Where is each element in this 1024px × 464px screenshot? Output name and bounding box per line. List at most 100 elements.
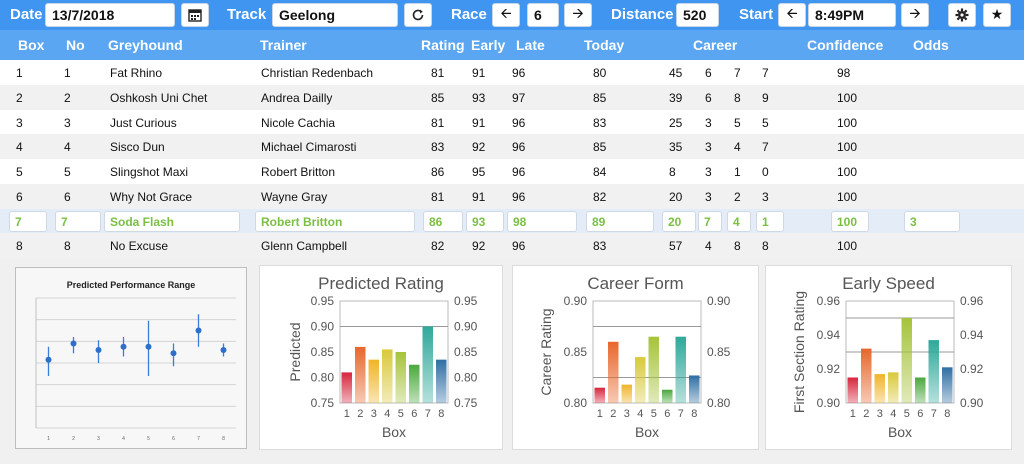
race-next-button[interactable]: 🡪 <box>564 3 592 27</box>
row-career-starts: 57 <box>669 239 683 254</box>
bar <box>874 374 885 403</box>
y-axis-label: First Section Rating <box>791 291 807 413</box>
col-late[interactable]: Late <box>516 37 545 53</box>
x-tick-label: 2 <box>72 436 75 442</box>
x-axis-label: Box <box>888 424 912 440</box>
row-today: 83 <box>593 239 607 254</box>
bar <box>608 341 619 403</box>
y-tick-label-right: 0.95 <box>454 294 478 308</box>
x-tick-label: 3 <box>877 408 883 420</box>
row-box: 8 <box>16 239 23 254</box>
x-tick-label: 6 <box>411 408 417 420</box>
col-greyhound[interactable]: Greyhound <box>108 37 183 53</box>
row-rating: 82 <box>431 239 445 254</box>
y-axis-label: Predicted <box>287 322 303 381</box>
row-career-wins: 3 <box>705 189 712 204</box>
x-tick-label: 2 <box>357 408 363 420</box>
settings-button[interactable] <box>948 3 976 27</box>
table-row[interactable]: 3 3 Just Curious Nicole Cachia 81 91 96 83 25 3 5 5… <box>0 109 1024 135</box>
table-row[interactable]: 6 6 Why Not Grace Wayne Gray 81 91 96 82 20 3 2 3 10… <box>0 183 1024 209</box>
row-career-seconds: 4 <box>727 210 751 232</box>
distance-field[interactable]: 520 <box>676 3 719 27</box>
bar <box>594 387 605 403</box>
start-label: Start <box>739 6 774 23</box>
performance-range-panel: Predicted Performance Range 1 2 3 4 5 6 7 8 <box>15 267 247 449</box>
table-row[interactable]: 5 5 Slingshot Maxi Robert Britton 86 95 96 84 8 3… <box>0 159 1024 184</box>
range-point <box>120 343 127 350</box>
bar <box>861 348 872 403</box>
row-late: 96 <box>512 140 526 155</box>
row-rating: 81 <box>431 189 445 204</box>
x-tick-label: 3 <box>97 436 100 442</box>
chart-title: Predicted Performance Range <box>67 280 196 290</box>
row-confidence: 100 <box>837 90 858 105</box>
row-box: 4 <box>16 140 23 155</box>
x-tick-label: 1 <box>850 408 856 420</box>
row-no: 1 <box>64 66 71 80</box>
table-header: Box No Greyhound Trainer Rating Early La… <box>0 30 1024 60</box>
refresh-button[interactable] <box>404 3 432 27</box>
row-career-seconds: 4 <box>734 140 741 155</box>
table-row-selected[interactable]: 7 7 Soda Flash Robert Britton 86 93 98 89 20 7 4 1 1… <box>0 208 1024 234</box>
y-tick-label-right: 0.96 <box>960 294 984 308</box>
y-tick-label-right: 0.90 <box>960 396 984 410</box>
bar <box>847 377 858 403</box>
row-late: 96 <box>512 115 526 130</box>
table-row[interactable]: 1 1 Fat Rhino Christian Redenbach 81 91 96 80 45… <box>0 60 1024 85</box>
bar <box>382 349 393 403</box>
col-box[interactable]: Box <box>18 37 45 53</box>
y-tick-label: 0.90 <box>311 320 335 334</box>
row-late: 96 <box>512 189 526 204</box>
race-prev-button[interactable]: 🡨 <box>492 3 520 27</box>
table-row[interactable]: 8 8 No Excuse Glenn Campbell 82 92 96 83 57 4 8 8 10… <box>0 233 1024 259</box>
col-rating[interactable]: Rating <box>421 37 465 53</box>
row-greyhound: Oshkosh Uni Chet <box>110 90 208 105</box>
bar <box>928 340 939 403</box>
row-no: 8 <box>64 239 71 254</box>
x-tick-label: 7 <box>425 408 431 420</box>
col-today[interactable]: Today <box>584 37 625 53</box>
x-tick-label: 4 <box>890 408 896 420</box>
start-next-button[interactable]: 🡪 <box>901 3 929 27</box>
start-time-field[interactable]: 8:49PM <box>808 3 896 27</box>
bar <box>915 377 926 403</box>
y-tick-label: 0.85 <box>311 345 335 359</box>
calendar-button[interactable] <box>181 3 209 27</box>
track-field[interactable]: Geelong <box>272 3 398 27</box>
start-prev-button[interactable]: 🡨 <box>778 3 806 27</box>
race-field[interactable]: 6 <box>527 3 559 27</box>
row-career-seconds: 7 <box>734 66 741 80</box>
row-trainer: Wayne Gray <box>261 189 328 204</box>
row-greyhound: No Excuse <box>110 239 169 254</box>
x-tick-label: 6 <box>172 436 175 442</box>
x-tick-label: 7 <box>678 408 684 420</box>
row-career-seconds: 5 <box>734 115 741 130</box>
row-no: 3 <box>64 115 71 130</box>
col-career[interactable]: Career <box>693 37 738 53</box>
row-rating: 86 <box>423 210 463 232</box>
row-career-wins: 6 <box>705 66 712 80</box>
arrow-left-icon: 🡨 <box>786 6 798 22</box>
row-career-thirds: 8 <box>762 239 769 254</box>
row-career-seconds: 8 <box>734 90 741 105</box>
table-row[interactable]: 4 4 Sisco Dun Michael Cimarosti 83 92 96 85 35 3 4… <box>0 134 1024 160</box>
col-no[interactable]: No <box>66 37 85 53</box>
row-career-wins: 3 <box>705 140 712 155</box>
row-career-wins: 3 <box>705 165 712 179</box>
row-confidence: 98 <box>837 66 851 80</box>
col-early[interactable]: Early <box>471 37 506 53</box>
table-row[interactable]: 2 2 Oshkosh Uni Chet Andrea Dailly 85 93 97 85 3… <box>0 84 1024 110</box>
row-trainer: Nicole Cachia <box>261 115 336 130</box>
early-speed-chart: 0.96 0.96 0.94 0.94 0.92 0.92 0.90 0.90 1 2 3 4 5 6 7 8… <box>791 291 984 440</box>
col-trainer[interactable]: Trainer <box>260 37 307 53</box>
row-today: 89 <box>586 210 654 232</box>
row-no: 5 <box>64 165 71 179</box>
favorite-button[interactable]: ★ <box>983 3 1011 27</box>
row-career-starts: 20 <box>662 210 696 232</box>
bar <box>422 326 433 403</box>
x-tick-label: 6 <box>917 408 923 420</box>
row-late: 97 <box>512 90 526 105</box>
date-field[interactable]: 13/7/2018 <box>45 3 175 27</box>
col-confidence[interactable]: Confidence <box>807 37 884 53</box>
col-odds[interactable]: Odds <box>913 37 949 53</box>
